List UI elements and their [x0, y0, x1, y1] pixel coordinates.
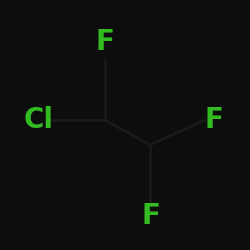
Text: F: F: [204, 106, 223, 134]
Text: F: F: [142, 202, 161, 230]
Text: Cl: Cl: [24, 106, 54, 134]
Text: F: F: [96, 28, 114, 56]
